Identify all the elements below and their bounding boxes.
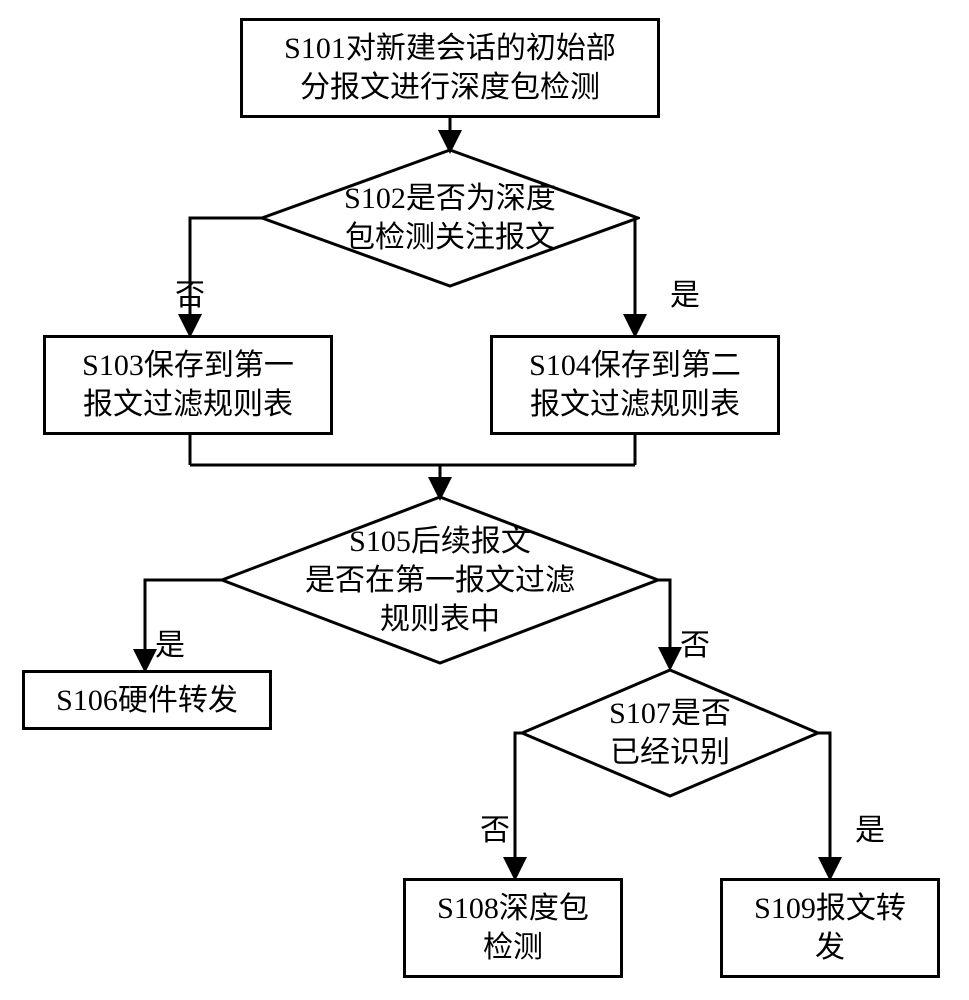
node-s103-text: S103保存到第一报文过滤规则表 [82,346,294,424]
label-s102-no: 否 [175,270,205,314]
node-s106: S106硬件转发 [22,670,272,730]
node-s102: S102是否为深度包检测关注报文 [260,148,640,288]
node-s105: S105后续报文是否在第一报文过滤规则表中 [220,495,660,665]
label-s107-yes: 是 [855,805,885,849]
label-s105-no: 否 [680,620,710,664]
node-s103: S103保存到第一报文过滤规则表 [43,335,333,435]
node-s109: S109报文转发 [720,878,940,978]
node-s106-text: S106硬件转发 [56,681,238,720]
node-s104: S104保存到第二报文过滤规则表 [490,335,780,435]
label-s107-no: 否 [480,805,510,849]
node-s108: S108深度包检测 [403,878,623,978]
node-s105-text: S105后续报文是否在第一报文过滤规则表中 [305,522,575,639]
node-s107-text: S107是否已经识别 [609,694,731,772]
label-s102-yes: 是 [670,270,700,314]
label-s105-yes: 是 [155,620,185,664]
node-s104-text: S104保存到第二报文过滤规则表 [529,346,741,424]
node-s102-text: S102是否为深度包检测关注报文 [344,179,556,257]
node-s107: S107是否已经识别 [520,668,820,798]
node-s101-text: S101对新建会话的初始部分报文进行深度包检测 [284,29,616,107]
node-s108-text: S108深度包检测 [437,889,589,967]
node-s101: S101对新建会话的初始部分报文进行深度包检测 [240,18,660,118]
node-s109-text: S109报文转发 [754,889,906,967]
